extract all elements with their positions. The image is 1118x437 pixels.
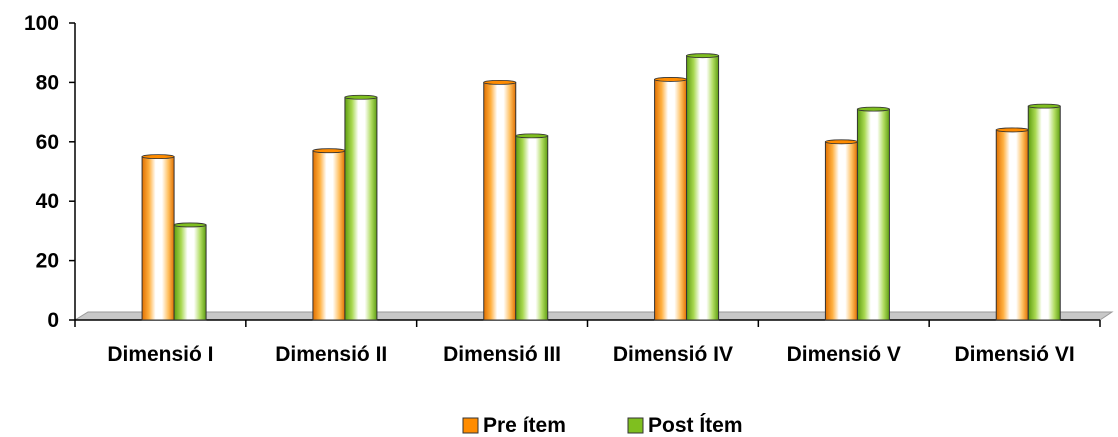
y-tick-label: 60: [36, 131, 59, 154]
bar-post-3: [515, 135, 549, 321]
y-tick-label: 20: [36, 250, 59, 273]
x-axis: [74, 319, 1101, 327]
chart-floor: [73, 311, 1114, 321]
bar-pre-2: [312, 150, 346, 321]
y-tick-label: 100: [24, 12, 59, 35]
bar-post-4: [686, 55, 720, 321]
bar-post-5: [856, 108, 890, 321]
bar-post-1: [173, 224, 207, 321]
y-tick-label: 80: [36, 71, 59, 94]
bar-top-post-3: [515, 133, 549, 139]
x-tick-label: Dimensió IV: [613, 343, 733, 366]
bar-top-pre-3: [483, 80, 517, 85]
bar-top-pre-6: [995, 127, 1029, 133]
category-labels: Dimensió I Dimensió II Dimensió III Dimensi…: [107, 343, 1074, 366]
bar-top-post-2: [344, 94, 378, 100]
bar-pre-4: [654, 78, 688, 321]
legend-label-pre: Pre ítem: [483, 414, 566, 437]
bar-pre-6: [995, 129, 1029, 321]
bar-pre-3: [483, 81, 517, 321]
legend-swatch-post: [627, 417, 644, 434]
y-axis: 0 20 40 60 80 100: [24, 12, 76, 332]
x-tick-label: Dimensió II: [275, 343, 387, 366]
bar-top-pre-4: [654, 77, 687, 82]
bar-top-pre-5: [825, 139, 858, 145]
y-tick-label: 40: [36, 190, 59, 213]
bars: [141, 53, 1061, 321]
y-tick-label: 0: [47, 309, 59, 332]
x-tick-label: Dimensió III: [443, 343, 561, 366]
bar-post-2: [344, 96, 378, 321]
bar-top-post-4: [686, 53, 719, 59]
legend: Pre ítem Post Ítem: [462, 414, 743, 437]
bar-top-post-5: [857, 106, 890, 112]
bar-top-post-1: [173, 222, 207, 228]
legend-swatch-pre: [462, 417, 479, 434]
legend-label-post: Post Ítem: [648, 414, 743, 437]
bar-top-pre-2: [312, 148, 346, 154]
bar-post-6: [1027, 105, 1061, 321]
x-tick-label: Dimensió I: [107, 343, 213, 366]
bar-pre-5: [824, 141, 858, 321]
bar-top-post-6: [1027, 103, 1061, 109]
x-tick-label: Dimensió VI: [954, 343, 1074, 366]
bar-top-pre-1: [141, 154, 175, 160]
bar-pre-1: [141, 156, 175, 321]
x-tick-label: Dimensió V: [787, 343, 901, 366]
